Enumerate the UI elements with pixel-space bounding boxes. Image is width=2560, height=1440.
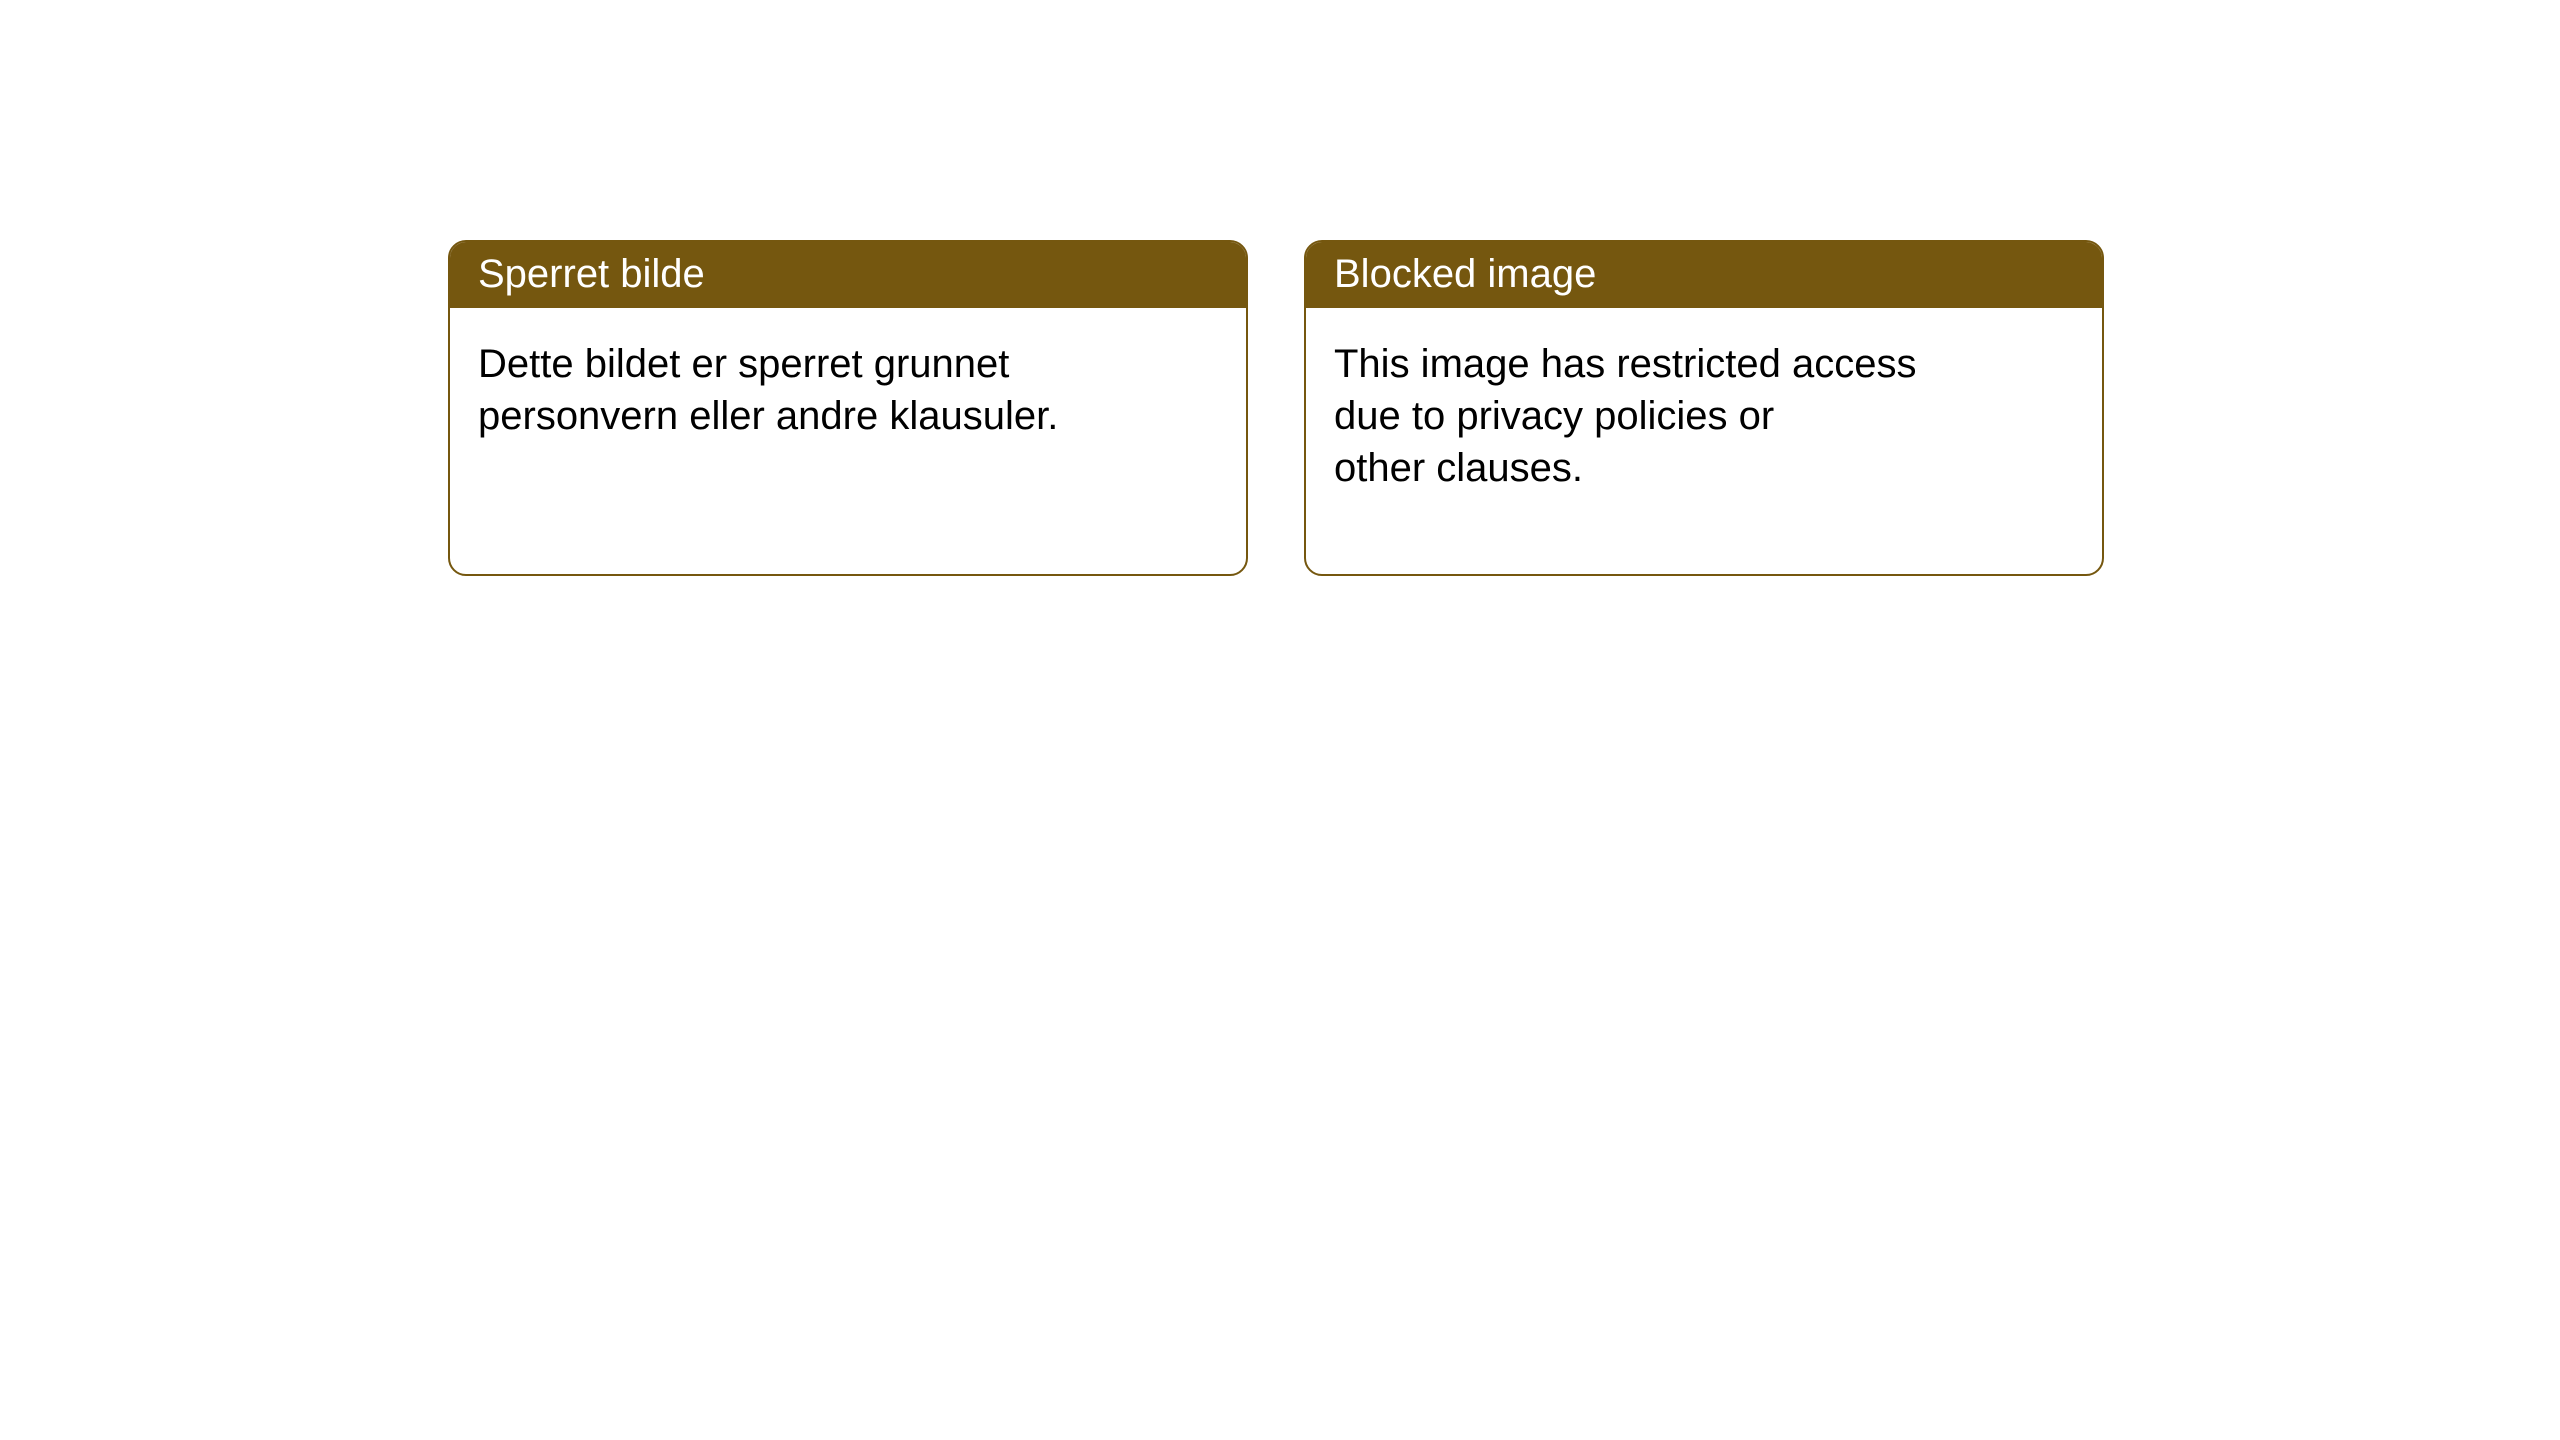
card-body-norwegian: Dette bildet er sperret grunnet personve… — [450, 308, 1246, 442]
blocked-image-card-english: Blocked image This image has restricted … — [1304, 240, 2104, 576]
card-body-english: This image has restricted access due to … — [1306, 308, 2102, 494]
notice-container: Sperret bilde Dette bildet er sperret gr… — [0, 0, 2560, 576]
card-title-english: Blocked image — [1306, 242, 2102, 308]
blocked-image-card-norwegian: Sperret bilde Dette bildet er sperret gr… — [448, 240, 1248, 576]
card-title-norwegian: Sperret bilde — [450, 242, 1246, 308]
